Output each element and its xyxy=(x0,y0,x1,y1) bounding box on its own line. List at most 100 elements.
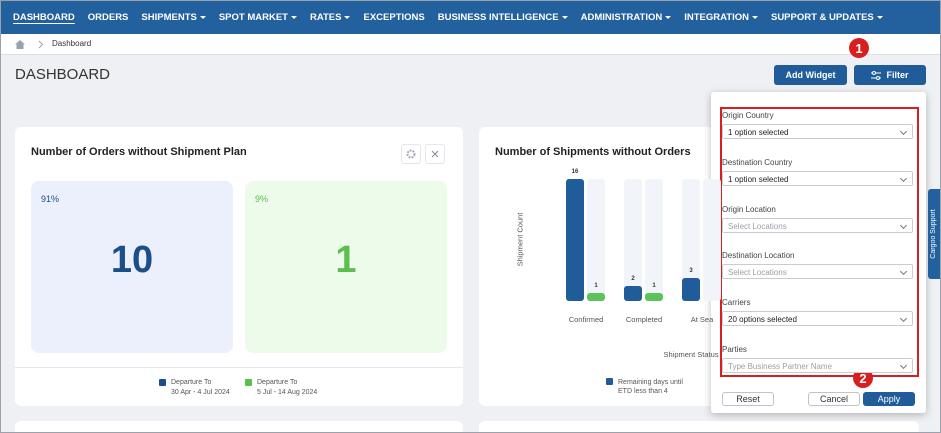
x-tick-label: Completed xyxy=(625,315,663,324)
dropdown-caret xyxy=(344,16,351,19)
dropdown-caret xyxy=(561,16,568,19)
bar-secondary xyxy=(645,293,663,301)
filter-label: Filter xyxy=(886,70,909,80)
select[interactable]: Select Locations xyxy=(722,217,913,233)
dropdown-caret xyxy=(290,16,297,19)
gear-icon xyxy=(406,149,416,159)
nav-item[interactable]: RATES xyxy=(310,1,351,34)
bar xyxy=(566,179,584,301)
bar xyxy=(682,278,700,301)
widget-title: Number of Shipments without Orders xyxy=(495,146,691,158)
filter-button[interactable]: Filter xyxy=(854,65,926,85)
x-axis-label: Shipment Status xyxy=(663,350,719,359)
field-label: Destination Location xyxy=(722,251,795,261)
bar-track xyxy=(624,179,642,301)
cancel-button[interactable]: Cancel xyxy=(808,392,860,406)
tile-percent: 9% xyxy=(255,194,269,204)
legend-range: 5 Jul - 14 Aug 2024 xyxy=(257,389,318,396)
widget-card xyxy=(479,421,919,432)
breadcrumb-bar: Dashboard xyxy=(1,34,940,55)
x-tick-label: At Sea xyxy=(690,315,714,324)
side-tab-label: Cargoo Support xyxy=(930,209,937,259)
nav-label: SHIPMENTS xyxy=(141,12,197,23)
nav-item[interactable]: BUSINESS INTELLIGENCE xyxy=(438,1,568,34)
value-label: 3 xyxy=(689,268,693,275)
callout-badge: 2 xyxy=(853,368,873,388)
nav-item[interactable]: ORDERS xyxy=(88,1,129,34)
nav-item[interactable]: ADMINISTRATION xyxy=(581,1,672,34)
nav-label: BUSINESS INTELLIGENCE xyxy=(437,12,559,23)
settings-button[interactable] xyxy=(401,144,421,164)
bar-track xyxy=(682,179,700,301)
bar-secondary xyxy=(587,293,605,301)
legend-swatch xyxy=(245,379,252,386)
value-label: 2 xyxy=(631,275,635,282)
nav-item[interactable]: INTEGRATION xyxy=(684,1,758,34)
legend-label: Remaining days until ETD less than 4 xyxy=(618,379,683,395)
field-label: Carriers xyxy=(722,298,751,308)
dropdown-caret xyxy=(876,16,883,19)
nav-label: EXCEPTIONS xyxy=(363,12,425,23)
nav-label: SUPPORT & UPDATES xyxy=(770,12,874,23)
reset-button[interactable]: Reset xyxy=(722,392,774,406)
legend-swatch xyxy=(606,378,613,385)
nav-item[interactable]: SUPPORT & UPDATES xyxy=(771,1,883,34)
select[interactable]: 1 option selected xyxy=(722,124,913,139)
legend-title: Departure To xyxy=(257,379,298,386)
value-label: 16 xyxy=(571,169,579,175)
nav-item[interactable]: DASHBOARD xyxy=(13,1,75,34)
value-label: 1 xyxy=(652,283,656,290)
field-label: Destination Country xyxy=(722,157,793,167)
highlight-box xyxy=(720,107,919,377)
nav-label: RATES xyxy=(309,12,342,23)
y-axis-label: Shipment Count xyxy=(515,212,525,267)
nav-label: ORDERS xyxy=(87,12,129,23)
bar-track xyxy=(703,179,721,301)
filter-icon xyxy=(871,70,882,80)
tile xyxy=(245,181,447,353)
add-widget-button[interactable]: Add Widget xyxy=(774,65,847,85)
apply-button[interactable]: Apply xyxy=(863,392,915,406)
tile-value: 10 xyxy=(110,239,154,281)
close-icon xyxy=(431,150,439,158)
side-tab[interactable]: Cargoo Support xyxy=(928,189,940,279)
callout-badge: 1 xyxy=(849,38,869,58)
legend-range: 30 Apr - 4 Jul 2024 xyxy=(171,389,230,396)
nav-bar: DASHBOARD ORDERS SHIPMENTS SPOT MARKET RATES… xyxy=(1,1,940,34)
breadcrumb-current: Dashboard xyxy=(52,39,92,48)
nav-label: DASHBOARD xyxy=(13,12,75,23)
tile xyxy=(31,181,233,353)
bar-track xyxy=(645,179,663,301)
select[interactable]: 20 options selected xyxy=(722,311,913,327)
select[interactable]: Select Locations xyxy=(722,264,913,280)
widget-title: Number of Orders without Shipment Plan xyxy=(31,146,247,158)
page-title: DASHBOARD xyxy=(15,66,111,83)
dropdown-caret xyxy=(199,16,206,19)
select[interactable]: Type Business Partner Name xyxy=(722,358,913,373)
breadcrumb-separator xyxy=(38,40,44,49)
bar-track xyxy=(587,179,605,301)
widget-card xyxy=(15,421,463,432)
legend-swatch xyxy=(159,379,166,386)
close-button[interactable] xyxy=(425,144,445,164)
legend-title: Departure To xyxy=(171,379,212,386)
nav-label: SPOT MARKET xyxy=(218,12,288,23)
field-label: Origin Country xyxy=(722,111,774,120)
divider xyxy=(15,367,463,368)
nav-item[interactable]: SPOT MARKET xyxy=(219,1,297,34)
select[interactable]: 1 option selected xyxy=(722,170,913,186)
nav-label: ADMINISTRATION xyxy=(580,12,663,23)
field-label: Parties xyxy=(722,345,747,354)
x-tick-label: Confirmed xyxy=(568,315,604,324)
bar xyxy=(624,285,642,301)
tile-value: 1 xyxy=(335,239,357,281)
nav-item[interactable]: SHIPMENTS xyxy=(141,1,206,34)
dropdown-caret xyxy=(665,16,672,19)
dropdown-caret xyxy=(751,16,758,19)
nav-item[interactable]: EXCEPTIONS xyxy=(363,1,424,34)
tile-percent: 91% xyxy=(41,194,60,204)
value-label: 1 xyxy=(594,283,598,290)
nav-label: INTEGRATION xyxy=(684,12,749,23)
home-icon[interactable] xyxy=(15,40,25,49)
